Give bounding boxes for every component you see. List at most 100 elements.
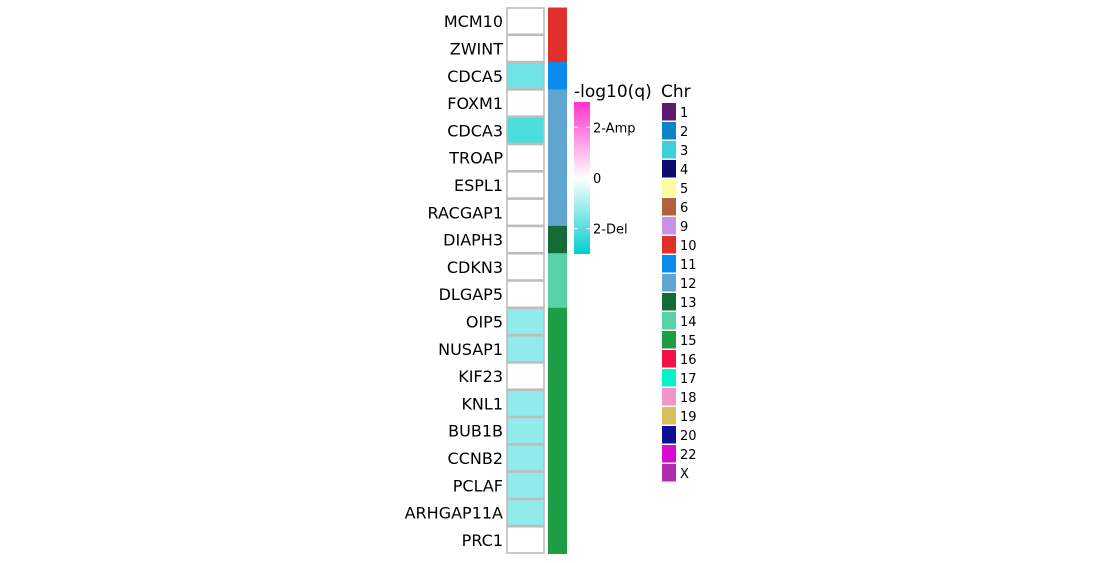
chr-legend-label: 20 [680, 429, 697, 444]
chr-annotation-cell [548, 444, 567, 473]
color-scale-bar [574, 102, 590, 254]
chr-legend-swatch [662, 407, 676, 425]
chr-annotation-cell [548, 62, 567, 90]
chr-annotation-cell [548, 526, 567, 554]
heatmap-cell [506, 389, 545, 418]
chr-legend-swatch [662, 445, 676, 463]
chr-legend-label: 13 [680, 296, 697, 311]
gene-label: DLGAP5 [439, 285, 503, 304]
chr-legend-label: 17 [680, 372, 697, 387]
gene-label: CDKN3 [447, 258, 503, 277]
gene-label: CDCA3 [447, 121, 503, 140]
chr-legend-swatch [662, 274, 676, 292]
heatmap-cell [506, 116, 545, 145]
heatmap-cell [506, 89, 545, 118]
chr-legend-swatch [662, 255, 676, 273]
chr-legend-swatch [662, 369, 676, 387]
heatmap-cell [506, 334, 545, 363]
chr-annotation-cell [548, 7, 567, 36]
chr-legend-swatch [662, 103, 676, 121]
chr-legend-swatch [662, 198, 676, 216]
color-legend-tick-label: 0 [593, 172, 601, 187]
heatmap-cell [506, 225, 545, 254]
chr-legend-label: 1 [680, 106, 688, 121]
chr-annotation-cell [548, 225, 567, 254]
color-legend-tick-label: 2-Amp [593, 121, 636, 136]
chr-legend-swatch [662, 464, 676, 482]
gene-labels: MCM10 ZWINT CDCA5 FOXM1 CDCA3 TROAP ESPL1 RACGA… [405, 12, 504, 550]
chr-legend-swatch [662, 179, 676, 197]
chr-legend-swatch [662, 160, 676, 178]
heatmap-cell [506, 525, 545, 554]
gene-label: FOXM1 [447, 94, 503, 113]
heatmap-cell [506, 416, 545, 445]
chr-legend-swatch [662, 217, 676, 235]
heatmap-cell [506, 7, 545, 36]
chr-annotation-cell [548, 307, 567, 336]
heatmap-cell [506, 61, 545, 90]
gene-label: CCNB2 [448, 449, 503, 468]
gene-label: TROAP [448, 149, 503, 168]
heatmap-cell [506, 171, 545, 199]
chr-legend-swatch [662, 388, 676, 406]
gene-label: KNL1 [461, 394, 503, 413]
chr-annotation-cell [548, 362, 567, 391]
heatmap-cell [506, 471, 545, 500]
chr-legend-label: 15 [680, 334, 697, 349]
heatmap-cell [506, 443, 545, 472]
chr-legend-label: 2 [680, 125, 688, 140]
chr-legend-swatch [662, 312, 676, 330]
chr-legend-label: 14 [680, 315, 697, 330]
gene-label: MCM10 [444, 12, 503, 31]
chr-annotation-cell [548, 335, 567, 363]
chr-legend-label: 11 [680, 258, 697, 273]
chr-legend-label: 3 [680, 144, 688, 159]
chr-legend-label: 19 [680, 410, 697, 425]
chr-legend-label: 22 [680, 448, 697, 463]
chr-legend-title: Chr [661, 82, 691, 102]
chr-annotation-cell [548, 280, 567, 309]
chr-annotation-cell [548, 34, 567, 63]
chr-legend-swatch [662, 426, 676, 444]
heatmap-cell [506, 143, 545, 172]
heatmap-cell [506, 252, 545, 281]
gene-label: CDCA5 [447, 67, 503, 86]
color-scale-legend: -log10(q) 2-Amp 0 2-Del [574, 82, 652, 254]
gene-label: ZWINT [450, 39, 503, 58]
chr-annotation-cell [548, 498, 567, 527]
gene-label: PRC1 [462, 531, 503, 550]
chr-annotation-cell [548, 198, 567, 227]
gene-label: BUB1B [448, 422, 503, 441]
chr-annotation-cell [548, 471, 567, 500]
chr-legend-label: 4 [680, 163, 688, 178]
chr-legend-label: 5 [680, 182, 688, 197]
heatmap-cell [506, 198, 545, 227]
gene-label: KIF23 [458, 367, 503, 386]
color-legend-tick-label: 2-Del [593, 223, 628, 238]
heatmap-cell [506, 34, 545, 63]
gene-label: DIAPH3 [443, 231, 503, 250]
chr-legend-label: 16 [680, 353, 697, 368]
gene-label: RACGAP1 [428, 203, 503, 222]
gene-label: ARHGAP11A [405, 504, 503, 523]
chr-legend-label: X [680, 467, 689, 482]
color-legend-title: -log10(q) [574, 82, 652, 102]
gene-label: NUSAP1 [438, 340, 503, 359]
chr-annotation-cell [548, 389, 567, 418]
gene-label: PCLAF [453, 476, 503, 495]
chr-annotation-cell [548, 89, 567, 118]
heatmap-cell [506, 498, 545, 527]
chr-annotation-cell [548, 253, 567, 281]
chromosome-annotation-bar [548, 7, 567, 554]
chr-annotation-cell [548, 116, 567, 145]
chr-annotation-cell [548, 144, 567, 172]
chr-annotation-cell [548, 417, 567, 445]
gene-label: OIP5 [466, 312, 503, 331]
chr-legend-swatch [662, 293, 676, 311]
chr-legend-swatch [662, 236, 676, 254]
chr-legend-swatch [662, 331, 676, 349]
chr-legend-swatch [662, 350, 676, 368]
chr-legend-label: 18 [680, 391, 697, 406]
